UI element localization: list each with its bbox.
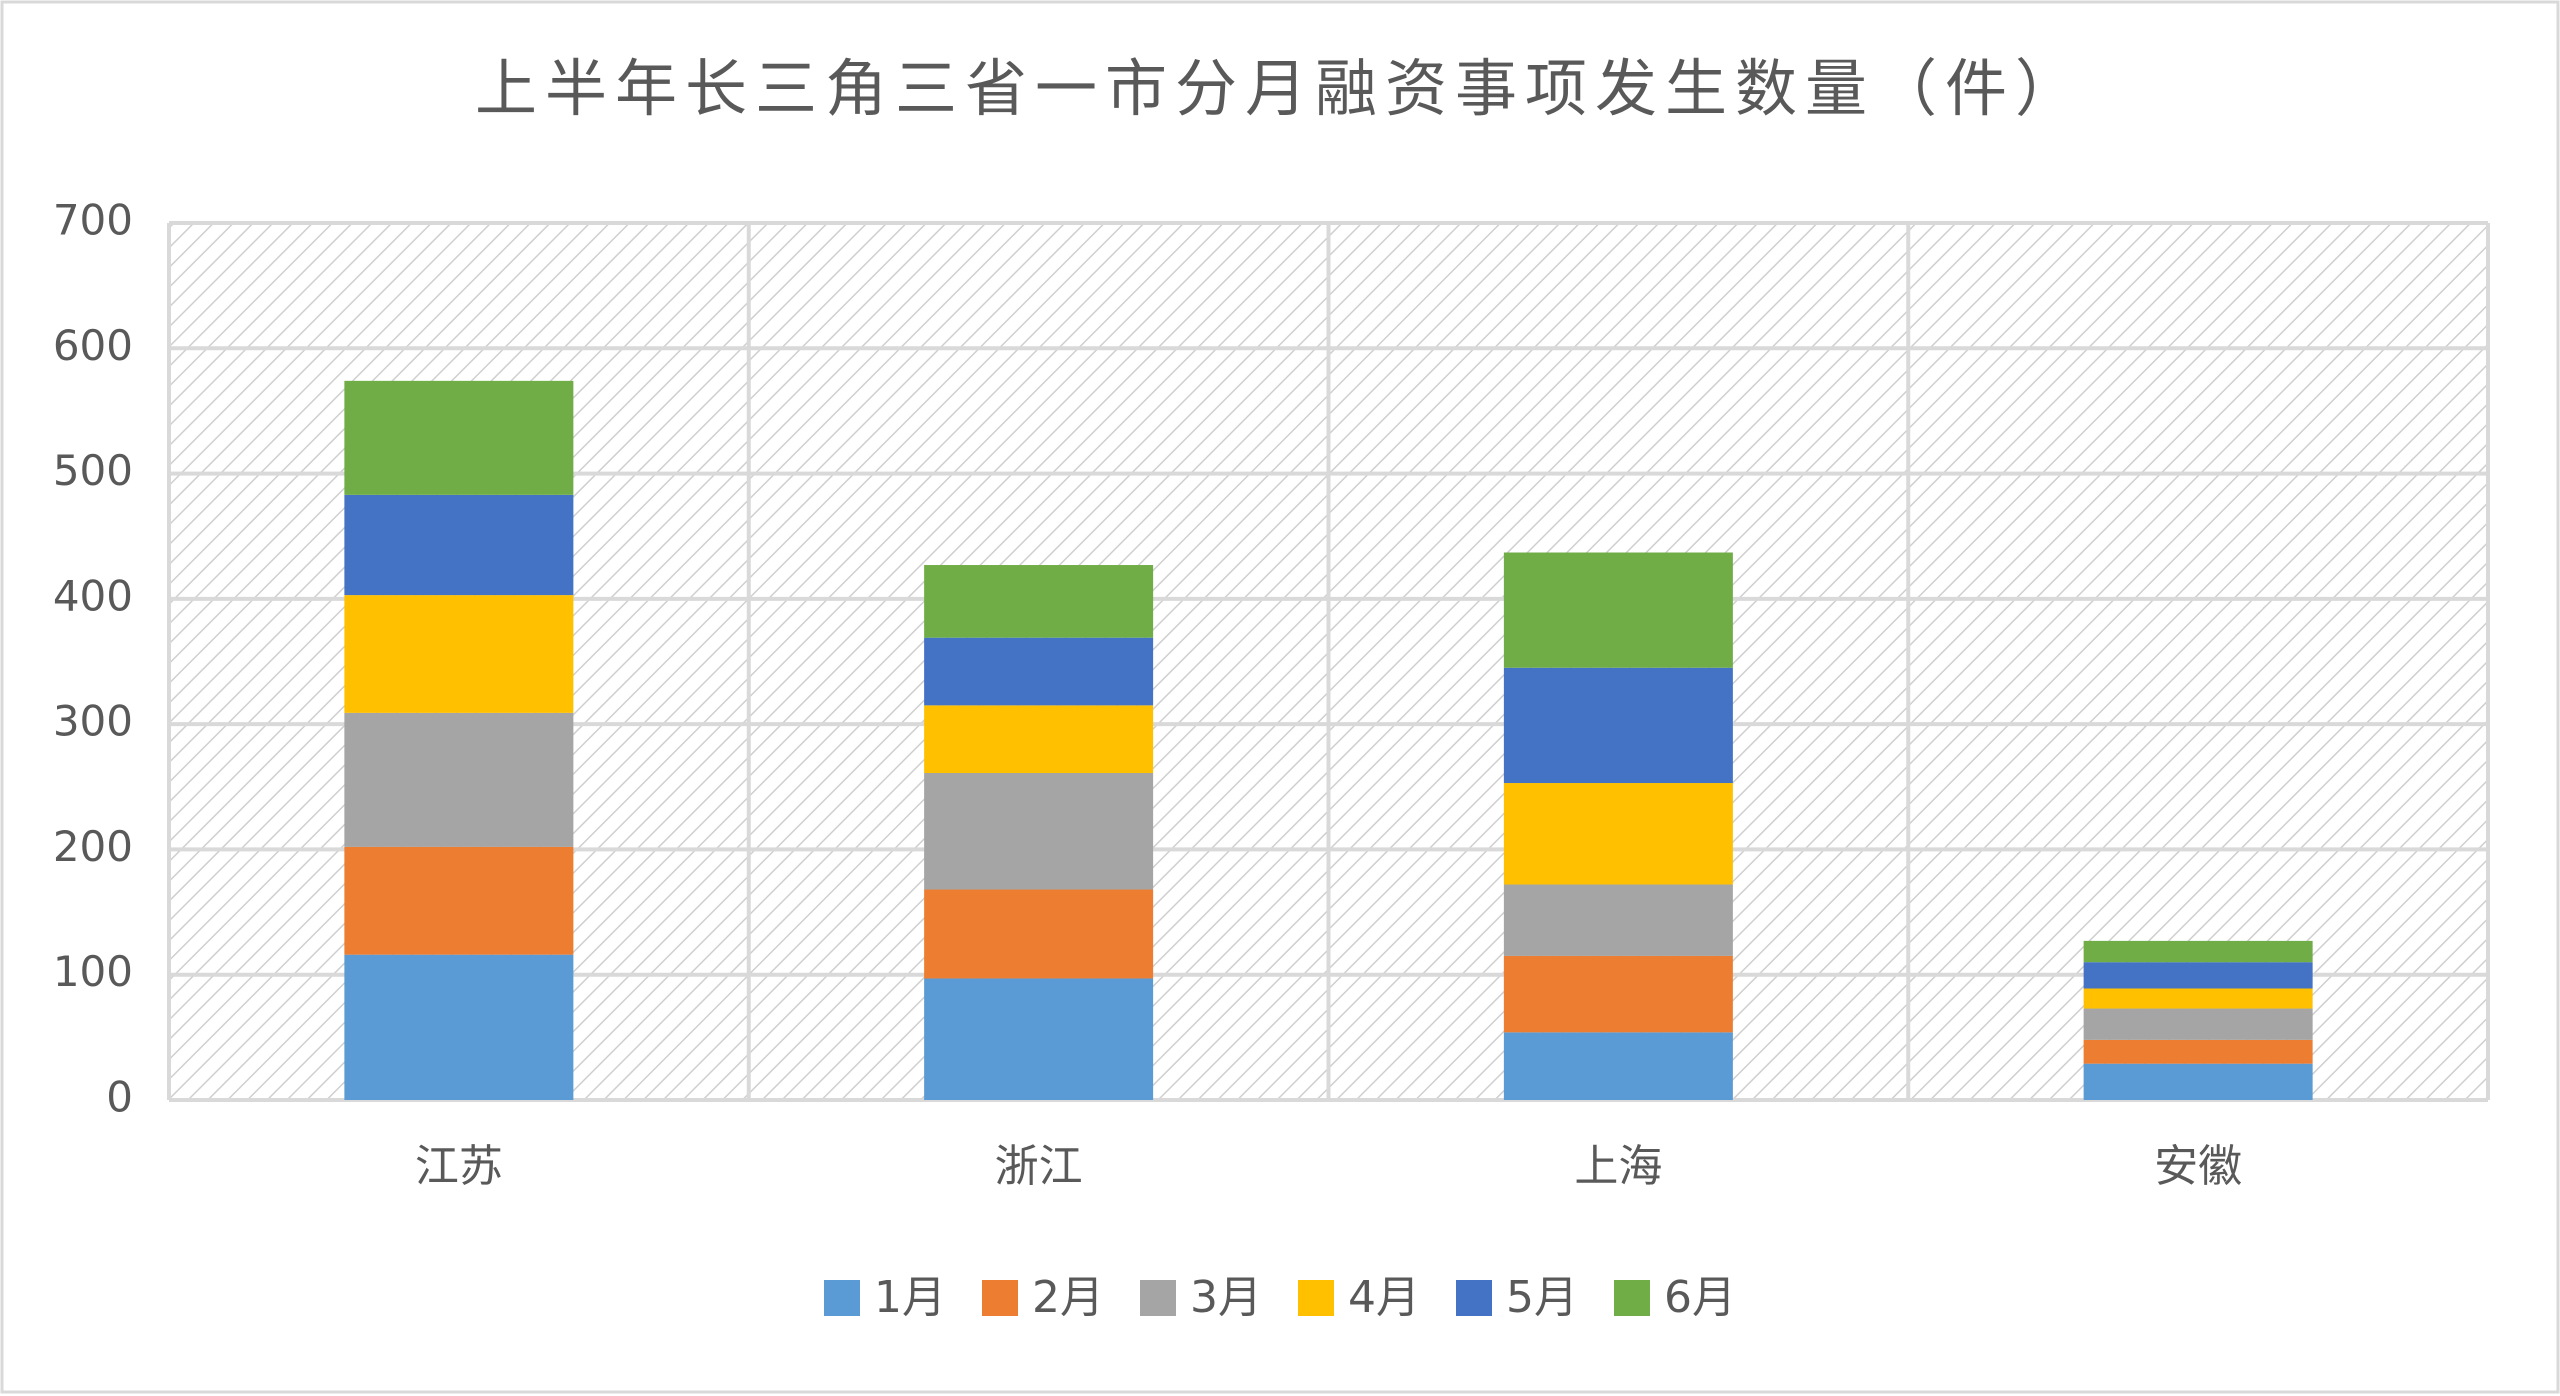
y-tick-label: 700: [53, 196, 133, 245]
bar-segment: [2083, 1039, 2313, 1064]
legend-swatch: [824, 1280, 860, 1316]
bar-segment: [2083, 1008, 2313, 1040]
bar-segment: [1503, 552, 1733, 668]
bar-segment: [1503, 884, 1733, 956]
bar-segment: [924, 705, 1154, 774]
y-tick-label: 100: [53, 947, 133, 996]
y-tick-label: 600: [53, 321, 133, 370]
y-tick-label: 200: [53, 822, 133, 871]
bar-segment: [344, 954, 574, 1100]
bar-segment: [924, 978, 1154, 1100]
bar-segment: [344, 380, 574, 495]
bar-segment: [344, 595, 574, 713]
legend-label: 2月: [1032, 1272, 1104, 1323]
bar-segment: [344, 846, 574, 955]
bar-segment: [1503, 1032, 1733, 1100]
x-tick-label: 安徽: [2154, 1141, 2242, 1192]
y-tick-label: 400: [53, 571, 133, 620]
bar-segment: [344, 712, 574, 847]
bar-segment: [924, 773, 1154, 890]
legend-swatch: [1298, 1280, 1334, 1316]
bar-segment: [344, 494, 574, 596]
legend-swatch: [1456, 1280, 1492, 1316]
x-tick-label: 上海: [1574, 1141, 1662, 1192]
bar-segment: [1503, 667, 1733, 784]
legend-label: 3月: [1190, 1272, 1262, 1323]
legend-swatch: [982, 1280, 1018, 1316]
y-tick-label: 500: [53, 446, 133, 495]
y-tick-label: 0: [106, 1073, 133, 1122]
legend-label: 5月: [1506, 1272, 1578, 1323]
bar-segment: [2083, 940, 2313, 963]
legend-label: 1月: [874, 1272, 946, 1323]
x-tick-label: 浙江: [995, 1141, 1083, 1192]
x-tick-label: 江苏: [415, 1141, 503, 1192]
bar-segment: [924, 889, 1154, 979]
bar-segment: [924, 565, 1154, 638]
legend-swatch: [1614, 1280, 1650, 1316]
bar-segment: [924, 637, 1154, 706]
bar-segment: [2083, 988, 2313, 1009]
legend-label: 6月: [1664, 1272, 1736, 1323]
legend-swatch: [1140, 1280, 1176, 1316]
legend-label: 4月: [1348, 1272, 1420, 1323]
bar-segment: [2083, 962, 2313, 989]
bar-segment: [1503, 783, 1733, 885]
bar-segment: [2083, 1063, 2313, 1100]
y-tick-label: 300: [53, 697, 133, 746]
chart-title: 上半年长三角三省一市分月融资事项发生数量（件）: [475, 52, 2085, 125]
bar-segment: [1503, 955, 1733, 1033]
